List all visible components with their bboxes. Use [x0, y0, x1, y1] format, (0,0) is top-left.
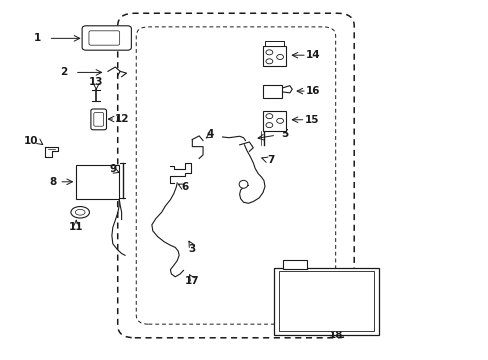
FancyBboxPatch shape [94, 113, 103, 126]
Text: 12: 12 [114, 114, 129, 124]
Bar [263, 111, 286, 131]
Circle shape [265, 123, 272, 128]
Text: 9: 9 [109, 164, 116, 174]
Ellipse shape [239, 180, 247, 188]
Circle shape [265, 50, 272, 55]
FancyBboxPatch shape [91, 109, 106, 130]
Text: 15: 15 [304, 115, 318, 125]
Bar [265, 41, 284, 46]
Circle shape [276, 54, 283, 59]
Bar [273, 267, 378, 335]
Bar [282, 260, 306, 269]
Text: 18: 18 [328, 330, 343, 340]
Text: 13: 13 [89, 77, 103, 87]
Bar [263, 85, 281, 98]
Text: 3: 3 [188, 244, 195, 254]
Circle shape [265, 59, 272, 64]
Text: 6: 6 [181, 182, 188, 192]
Circle shape [265, 114, 272, 119]
Text: 7: 7 [267, 155, 274, 165]
Text: 14: 14 [305, 50, 320, 60]
FancyBboxPatch shape [82, 26, 131, 50]
Bar [278, 271, 373, 331]
Text: 1: 1 [34, 33, 41, 43]
Text: 11: 11 [69, 222, 83, 232]
Text: 17: 17 [184, 276, 199, 286]
Bar [263, 46, 286, 66]
Circle shape [276, 118, 283, 123]
Ellipse shape [75, 210, 85, 215]
Ellipse shape [71, 207, 89, 218]
Text: 10: 10 [23, 136, 38, 145]
Text: 8: 8 [50, 177, 57, 187]
Text: 4: 4 [206, 129, 214, 139]
Text: 5: 5 [280, 129, 287, 139]
Text: 2: 2 [61, 67, 67, 77]
FancyBboxPatch shape [89, 31, 120, 45]
Bar [76, 165, 119, 199]
Text: 16: 16 [305, 86, 319, 96]
